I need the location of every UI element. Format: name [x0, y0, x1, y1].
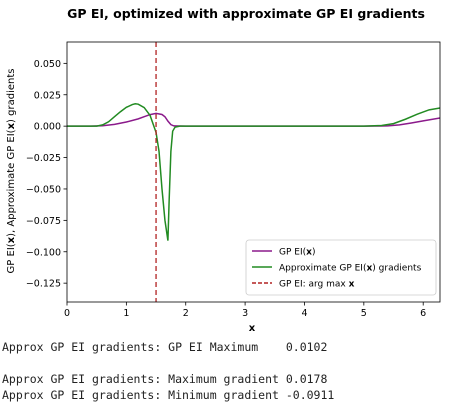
y-tick-label: −0.075: [26, 216, 61, 227]
y-tick-label: 0.025: [34, 90, 61, 101]
legend-entry-argmax-label: GP EI: arg max x: [279, 280, 355, 290]
output-line: Approx GP EI gradients: Minimum gradient…: [2, 388, 335, 402]
x-axis-label: x: [249, 323, 256, 334]
output-line: Approx GP EI gradients: Maximum gradient…: [2, 372, 328, 386]
x-tick-label: 6: [420, 308, 426, 319]
y-tick-label: −0.050: [26, 184, 61, 195]
x-tick-label: 0: [64, 308, 70, 319]
output-line: Approx GP EI gradients: GP EI Maximum 0.…: [2, 340, 328, 354]
plot-area: [66, 41, 441, 303]
legend-entry-gradients-label: Approximate GP EI(x) gradients: [279, 264, 422, 274]
x-tick-label: 4: [301, 308, 307, 319]
y-tick-label: 0.050: [34, 59, 61, 70]
legend-entry-gp-ei-label: GP EI(x): [279, 248, 315, 258]
series-line-1: [67, 112, 440, 127]
x-tick-label: 5: [361, 308, 367, 319]
x-tick-label: 2: [183, 308, 189, 319]
y-tick-label: −0.025: [26, 153, 61, 164]
axes-frame: [66, 41, 441, 303]
chart: GP EI, optimized with approximate GP EI …: [6, 6, 441, 334]
y-tick-label: −0.100: [26, 247, 61, 258]
legend: GP EI(x) Approximate GP EI(x) gradients GP…: [245, 239, 437, 296]
x-tick-label: 1: [123, 308, 129, 319]
x-tick-label: 3: [242, 308, 248, 319]
y-axis-label: GP EI(x), Approximate GP EI(x) gradients: [6, 69, 17, 274]
legend-box: [245, 239, 437, 296]
y-tick-label: 0.000: [34, 122, 61, 133]
x-axis-ticks: 0 1 2 3 4 5 6: [64, 302, 426, 319]
chart-title: GP EI, optimized with approximate GP EI …: [67, 6, 425, 21]
y-axis-ticks: 0.050 0.025 0.000 −0.025 −0.050 −0.075 −0.100 −…: [26, 59, 67, 290]
series-line-2: [67, 103, 440, 241]
y-tick-label: −0.125: [26, 279, 61, 290]
